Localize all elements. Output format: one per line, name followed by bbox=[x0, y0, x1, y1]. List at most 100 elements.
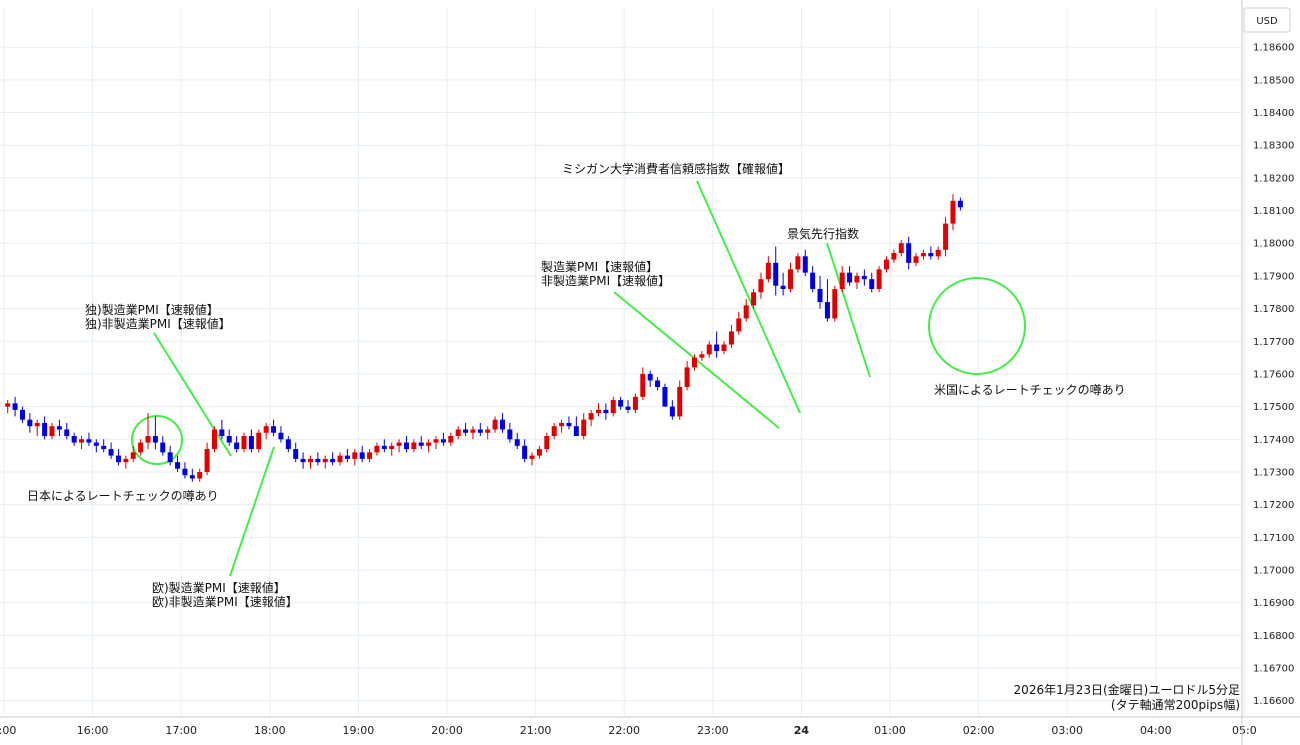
candle-body bbox=[315, 458, 321, 463]
candle-body bbox=[433, 439, 439, 443]
candle-body bbox=[854, 275, 860, 283]
candle-body bbox=[248, 436, 254, 450]
candle-body bbox=[522, 445, 528, 459]
y-tick-label: 1.17800 bbox=[1253, 304, 1294, 315]
candle-body bbox=[566, 422, 572, 427]
candle-body bbox=[655, 380, 661, 388]
y-tick-label: 1.17700 bbox=[1253, 337, 1294, 348]
candle-body bbox=[773, 262, 779, 286]
x-tick-label: 02:00 bbox=[963, 724, 995, 737]
x-tick-label: 5:00 bbox=[0, 724, 16, 737]
candles bbox=[5, 194, 963, 482]
candle-body bbox=[130, 452, 136, 459]
candle-body bbox=[175, 462, 181, 469]
x-tick-label: 21:00 bbox=[520, 724, 552, 737]
y-tick-label: 1.16600 bbox=[1253, 696, 1294, 707]
candle-body bbox=[241, 436, 247, 450]
candle-body bbox=[581, 419, 587, 437]
annotation-eu-pmi: 欧)製造業PMI【速報値】 bbox=[152, 580, 286, 595]
candle-body bbox=[876, 269, 882, 289]
chart-caption: 2026年1月23日(金曜日)ユーロドル5分足 bbox=[1014, 682, 1240, 697]
candle-body bbox=[684, 367, 690, 388]
candle-body bbox=[618, 400, 624, 407]
candle-body bbox=[943, 223, 949, 250]
x-tick-label: 24 bbox=[794, 724, 810, 737]
candle-body bbox=[396, 442, 402, 446]
candle-body bbox=[197, 471, 203, 479]
annotation-pointer bbox=[696, 180, 801, 414]
candle-body bbox=[86, 439, 92, 443]
candle-body bbox=[211, 429, 217, 450]
candle-body bbox=[751, 292, 757, 306]
annotation-us-pmi: 製造業PMI【速報値】 bbox=[541, 259, 658, 274]
candle-body bbox=[884, 259, 890, 270]
annotation-pointer bbox=[229, 446, 275, 577]
y-tick-label: 1.17500 bbox=[1253, 402, 1294, 413]
candle-body bbox=[411, 442, 417, 450]
candle-body bbox=[167, 452, 173, 463]
x-tick-label: 22:00 bbox=[608, 724, 640, 737]
candle-body bbox=[559, 422, 565, 427]
candle-body bbox=[381, 445, 387, 450]
candle-body bbox=[49, 426, 55, 437]
x-tick-label: 03:00 bbox=[1051, 724, 1083, 737]
candle-body bbox=[928, 253, 934, 257]
candle-body bbox=[647, 373, 653, 381]
candle-body bbox=[536, 449, 542, 456]
candle-body bbox=[529, 455, 535, 459]
candle-body bbox=[765, 262, 771, 280]
chart-caption: (タテ軸通常200pips幅) bbox=[1111, 697, 1240, 712]
candle-body bbox=[352, 452, 358, 459]
candle-body bbox=[839, 272, 845, 289]
y-tick-label: 1.18500 bbox=[1253, 75, 1294, 86]
candle-body bbox=[677, 387, 683, 417]
candle-body bbox=[810, 272, 816, 289]
candle-body bbox=[219, 429, 225, 437]
candle-body bbox=[359, 452, 365, 459]
candle-body bbox=[64, 429, 70, 437]
candle-body bbox=[632, 396, 638, 410]
candle-body bbox=[307, 458, 313, 463]
x-tick-label: 17:00 bbox=[165, 724, 197, 737]
candle-body bbox=[160, 442, 166, 453]
annotation-us-pmi: 非製造業PMI【速報値】 bbox=[541, 273, 670, 288]
candle-body bbox=[93, 442, 99, 446]
currency-box bbox=[1243, 7, 1291, 33]
annotation-de-pmi: 独)非製造業PMI【速報値】 bbox=[85, 316, 231, 331]
candle-body bbox=[869, 279, 875, 289]
annotation-labels: 独)製造業PMI【速報値】独)非製造業PMI【速報値】欧)製造業PMI【速報値】… bbox=[27, 161, 1240, 712]
y-tick-label: 1.17300 bbox=[1253, 467, 1294, 478]
candle-body bbox=[448, 436, 454, 443]
y-tick-label: 1.18400 bbox=[1253, 108, 1294, 119]
candle-body bbox=[743, 305, 749, 319]
candle-body bbox=[278, 432, 284, 440]
candle-body bbox=[115, 455, 121, 463]
candle-body bbox=[588, 413, 594, 420]
candle-body bbox=[913, 256, 919, 263]
candle-body bbox=[551, 426, 557, 437]
candle-body bbox=[12, 403, 18, 410]
candle-body bbox=[950, 200, 956, 224]
candle-body bbox=[19, 409, 25, 420]
y-tick-label: 1.18600 bbox=[1253, 43, 1294, 54]
candle-body bbox=[499, 419, 505, 430]
y-tick-label: 1.17100 bbox=[1253, 533, 1294, 544]
candle-body bbox=[322, 458, 328, 463]
candle-body bbox=[71, 436, 77, 443]
candle-body bbox=[101, 445, 107, 450]
annotation-us-ratecheck: 米国によるレートチェックの噂あり bbox=[934, 382, 1126, 397]
y-tick-label: 1.18200 bbox=[1253, 173, 1294, 184]
y-tick-label: 1.17900 bbox=[1253, 271, 1294, 282]
jp-ratecheck-circle bbox=[131, 415, 183, 465]
candle-body bbox=[603, 409, 609, 414]
candle-body bbox=[79, 439, 85, 443]
candle-body bbox=[374, 445, 380, 453]
candle-body bbox=[573, 426, 579, 437]
candle-body bbox=[403, 442, 409, 450]
annotation-eu-pmi: 欧)非製造業PMI【速報値】 bbox=[152, 594, 298, 609]
candle-body bbox=[824, 302, 830, 319]
annotation-michigan: ミシガン大学消費者信頼感指数【確報値】 bbox=[562, 161, 790, 176]
candle-body bbox=[544, 436, 550, 450]
candle-body bbox=[788, 269, 794, 289]
